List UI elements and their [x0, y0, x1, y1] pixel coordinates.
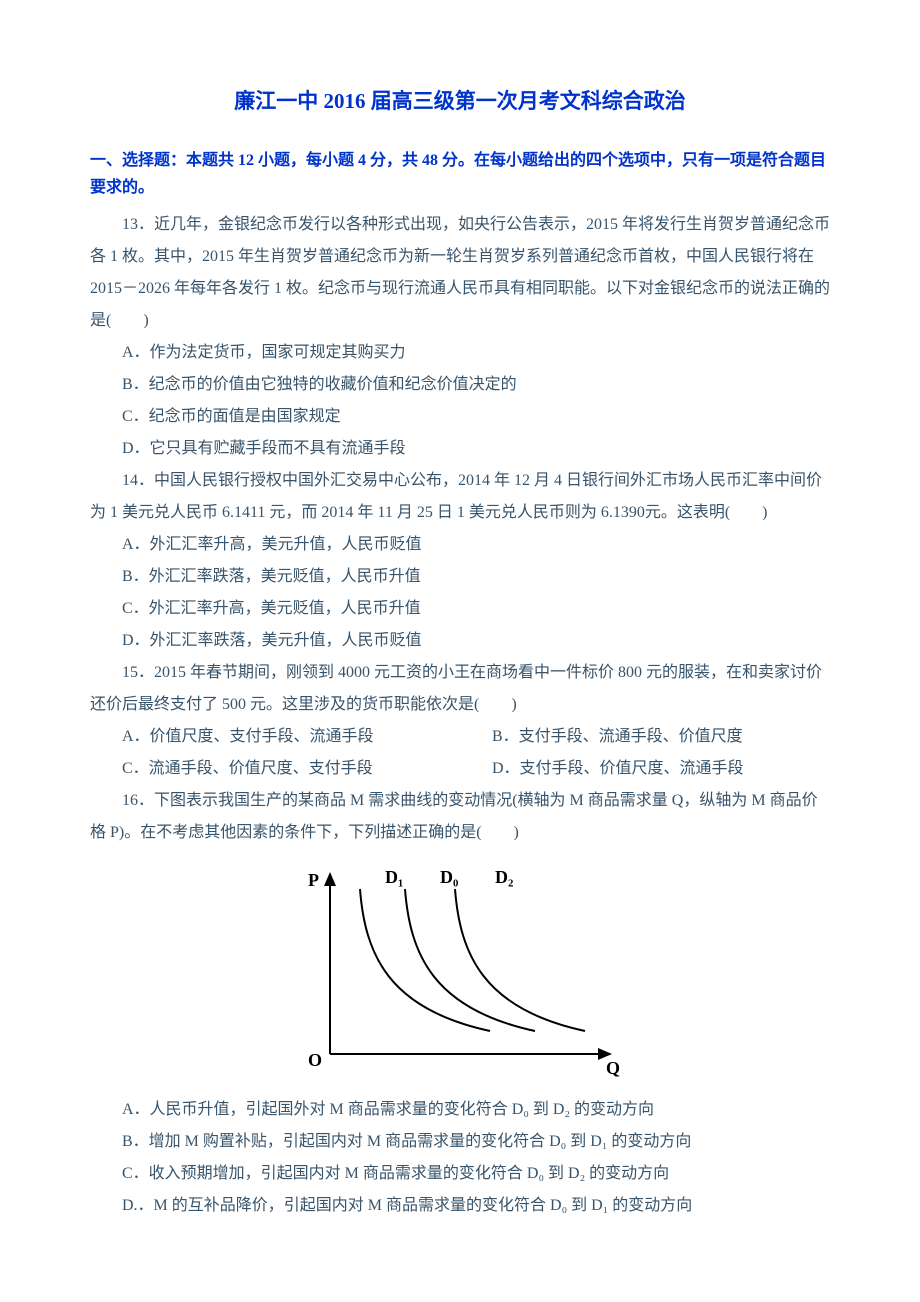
svg-text:P: P	[308, 870, 319, 890]
q13-option-c: C．纪念币的面值是由国家规定	[90, 401, 830, 433]
svg-text:D₀: D₀	[440, 867, 458, 887]
question-16-text: 16．下图表示我国生产的某商品 M 需求曲线的变动情况(横轴为 M 商品需求量 …	[90, 785, 830, 849]
svg-text:D₁: D₁	[385, 867, 403, 887]
q14-option-b: B．外汇汇率跌落，美元贬值，人民币升值	[90, 561, 830, 593]
question-15-options: A．价值尺度、支付手段、流通手段 B．支付手段、流通手段、价值尺度 C．流通手段…	[90, 721, 830, 785]
q15-option-a: A．价值尺度、支付手段、流通手段	[90, 721, 460, 753]
svg-text:D₂: D₂	[495, 867, 513, 887]
question-13-text: 13．近几年，金银纪念币发行以各种形式出现，如央行公告表示，2015 年将发行生…	[90, 209, 830, 337]
q16-option-d: D.．M 的互补品降价，引起国内对 M 商品需求量的变化符合 D₀ 到 D₁ 的…	[90, 1190, 830, 1222]
q16-option-b: B．增加 M 购置补贴，引起国内对 M 商品需求量的变化符合 D₀ 到 D₁ 的…	[90, 1126, 830, 1158]
question-15-text: 15．2015 年春节期间，刚领到 4000 元工资的小王在商场看中一件标价 8…	[90, 657, 830, 721]
demand-curve-svg: P Q O D₁ D₀ D₂	[290, 859, 630, 1079]
question-16-options: A．人民币升值，引起国外对 M 商品需求量的变化符合 D₀ 到 D₂ 的变动方向…	[90, 1094, 830, 1222]
q15-option-c: C．流通手段、价值尺度、支付手段	[90, 753, 460, 785]
question-13-options: A．作为法定货币，国家可规定其购买力 B．纪念币的价值由它独特的收藏价值和纪念价…	[90, 337, 830, 465]
q14-option-d: D．外汇汇率跌落，美元升值，人民币贬值	[90, 625, 830, 657]
svg-text:Q: Q	[606, 1058, 620, 1078]
svg-text:O: O	[308, 1050, 322, 1070]
q16-option-c: C．收入预期增加，引起国内对 M 商品需求量的变化符合 D₀ 到 D₂ 的变动方…	[90, 1158, 830, 1190]
section-instructions: 一、选择题：本题共 12 小题，每小题 4 分，共 48 分。在每小题给出的四个…	[90, 147, 830, 201]
q15-option-b: B．支付手段、流通手段、价值尺度	[460, 721, 830, 753]
question-14-text: 14．中国人民银行授权中国外汇交易中心公布，2014 年 12 月 4 日银行间…	[90, 465, 830, 529]
question-14-options: A．外汇汇率升高，美元升值，人民币贬值 B．外汇汇率跌落，美元贬值，人民币升值 …	[90, 529, 830, 657]
q13-option-b: B．纪念币的价值由它独特的收藏价值和纪念价值决定的	[90, 369, 830, 401]
q14-option-c: C．外汇汇率升高，美元贬值，人民币升值	[90, 593, 830, 625]
exam-title: 廉江一中 2016 届高三级第一次月考文科综合政治	[90, 80, 830, 122]
q13-option-d: D．它只具有贮藏手段而不具有流通手段	[90, 433, 830, 465]
q15-option-d: D．支付手段、价值尺度、流通手段	[460, 753, 830, 785]
q14-option-a: A．外汇汇率升高，美元升值，人民币贬值	[90, 529, 830, 561]
q13-option-a: A．作为法定货币，国家可规定其购买力	[90, 337, 830, 369]
q16-option-a: A．人民币升值，引起国外对 M 商品需求量的变化符合 D₀ 到 D₂ 的变动方向	[90, 1094, 830, 1126]
demand-curve-chart: P Q O D₁ D₀ D₂	[90, 859, 830, 1079]
